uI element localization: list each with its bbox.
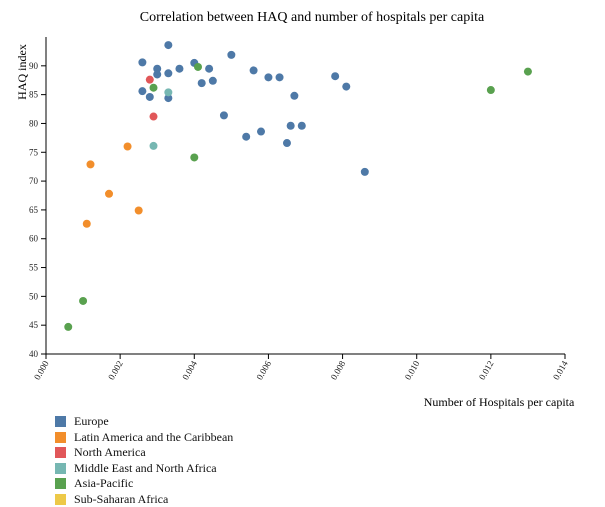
- point-europe: [264, 73, 272, 81]
- legend-label: North America: [74, 445, 146, 460]
- point-europe: [209, 77, 217, 85]
- point-europe: [164, 41, 172, 49]
- point-asia-pacific: [64, 323, 72, 331]
- legend-swatch: [55, 447, 66, 458]
- y-tick-label: 45: [29, 320, 39, 330]
- point-europe: [342, 83, 350, 91]
- point-europe: [146, 93, 154, 101]
- point-latin-america-and-the-caribbean: [83, 220, 91, 228]
- point-latin-america-and-the-caribbean: [86, 160, 94, 168]
- legend-item: North America: [55, 445, 233, 461]
- y-tick-label: 65: [29, 205, 39, 215]
- y-tick-label: 70: [29, 176, 39, 186]
- point-europe: [331, 72, 339, 80]
- legend-label: Latin America and the Caribbean: [74, 430, 233, 445]
- point-europe: [227, 51, 235, 59]
- point-europe: [361, 168, 369, 176]
- point-middle-east-and-north-africa: [164, 88, 172, 96]
- point-europe: [153, 70, 161, 78]
- y-tick-label: 80: [29, 118, 39, 128]
- point-europe: [250, 66, 258, 74]
- legend-swatch: [55, 432, 66, 443]
- x-tick-label: 0.012: [477, 359, 496, 382]
- legend-swatch: [55, 478, 66, 489]
- y-axis-label: HAQ index: [15, 44, 29, 100]
- point-asia-pacific: [150, 84, 158, 92]
- legend-item: Sub-Saharan Africa: [55, 492, 233, 507]
- x-tick-label: 0.004: [180, 359, 199, 382]
- point-middle-east-and-north-africa: [150, 142, 158, 150]
- point-latin-america-and-the-caribbean: [124, 143, 132, 151]
- data-points: [64, 41, 532, 331]
- point-europe: [287, 122, 295, 130]
- point-europe: [198, 79, 206, 87]
- point-asia-pacific: [79, 297, 87, 305]
- legend-swatch: [55, 463, 66, 474]
- point-europe: [138, 58, 146, 66]
- legend-swatch: [55, 494, 66, 505]
- legend-item: Latin America and the Caribbean: [55, 430, 233, 446]
- point-europe: [220, 111, 228, 119]
- x-tick-label: 0.010: [403, 359, 422, 382]
- legend-item: Middle East and North Africa: [55, 461, 233, 477]
- y-tick-label: 85: [29, 90, 39, 100]
- x-tick-label: 0.014: [551, 359, 570, 382]
- y-axis-ticks: 40 45 50 55 60 65 70 75 80 85 90: [29, 61, 46, 359]
- point-latin-america-and-the-caribbean: [105, 190, 113, 198]
- point-asia-pacific: [190, 153, 198, 161]
- legend-label: Middle East and North Africa: [74, 461, 217, 476]
- y-tick-label: 90: [29, 61, 39, 71]
- point-asia-pacific: [524, 68, 532, 76]
- x-tick-label: 0.000: [32, 359, 51, 382]
- x-axis-ticks: 0.000 0.002 0.004 0.006 0.008 0.010 0.012 0.014: [32, 354, 570, 382]
- x-tick-label: 0.002: [106, 359, 125, 382]
- point-europe: [205, 65, 213, 73]
- x-axis-label: Number of Hospitals per capita: [424, 395, 575, 409]
- legend-item: Europe: [55, 414, 233, 430]
- point-europe: [164, 69, 172, 77]
- point-europe: [138, 87, 146, 95]
- chart-title: Correlation between HAQ and number of ho…: [140, 10, 485, 25]
- point-europe: [276, 73, 284, 81]
- y-tick-label: 75: [29, 147, 39, 157]
- legend-item: Asia-Pacific: [55, 476, 233, 492]
- point-europe: [283, 139, 291, 147]
- point-asia-pacific: [487, 86, 495, 94]
- legend-label: Asia-Pacific: [74, 476, 133, 491]
- x-tick-label: 0.006: [254, 359, 273, 382]
- point-europe: [257, 128, 265, 136]
- point-europe: [175, 65, 183, 73]
- y-tick-label: 50: [29, 291, 39, 301]
- point-europe: [290, 92, 298, 100]
- legend-swatch: [55, 416, 66, 427]
- point-latin-america-and-the-caribbean: [135, 206, 143, 214]
- y-tick-label: 55: [29, 263, 39, 273]
- point-north-america: [146, 76, 154, 84]
- legend-label: Europe: [74, 414, 109, 429]
- point-asia-pacific: [194, 63, 202, 71]
- y-tick-label: 60: [29, 234, 39, 244]
- point-europe: [242, 133, 250, 141]
- x-tick-label: 0.008: [329, 359, 348, 382]
- point-europe: [298, 122, 306, 130]
- legend-label: Sub-Saharan Africa: [74, 492, 168, 507]
- point-north-america: [150, 113, 158, 121]
- y-tick-label: 40: [29, 349, 39, 359]
